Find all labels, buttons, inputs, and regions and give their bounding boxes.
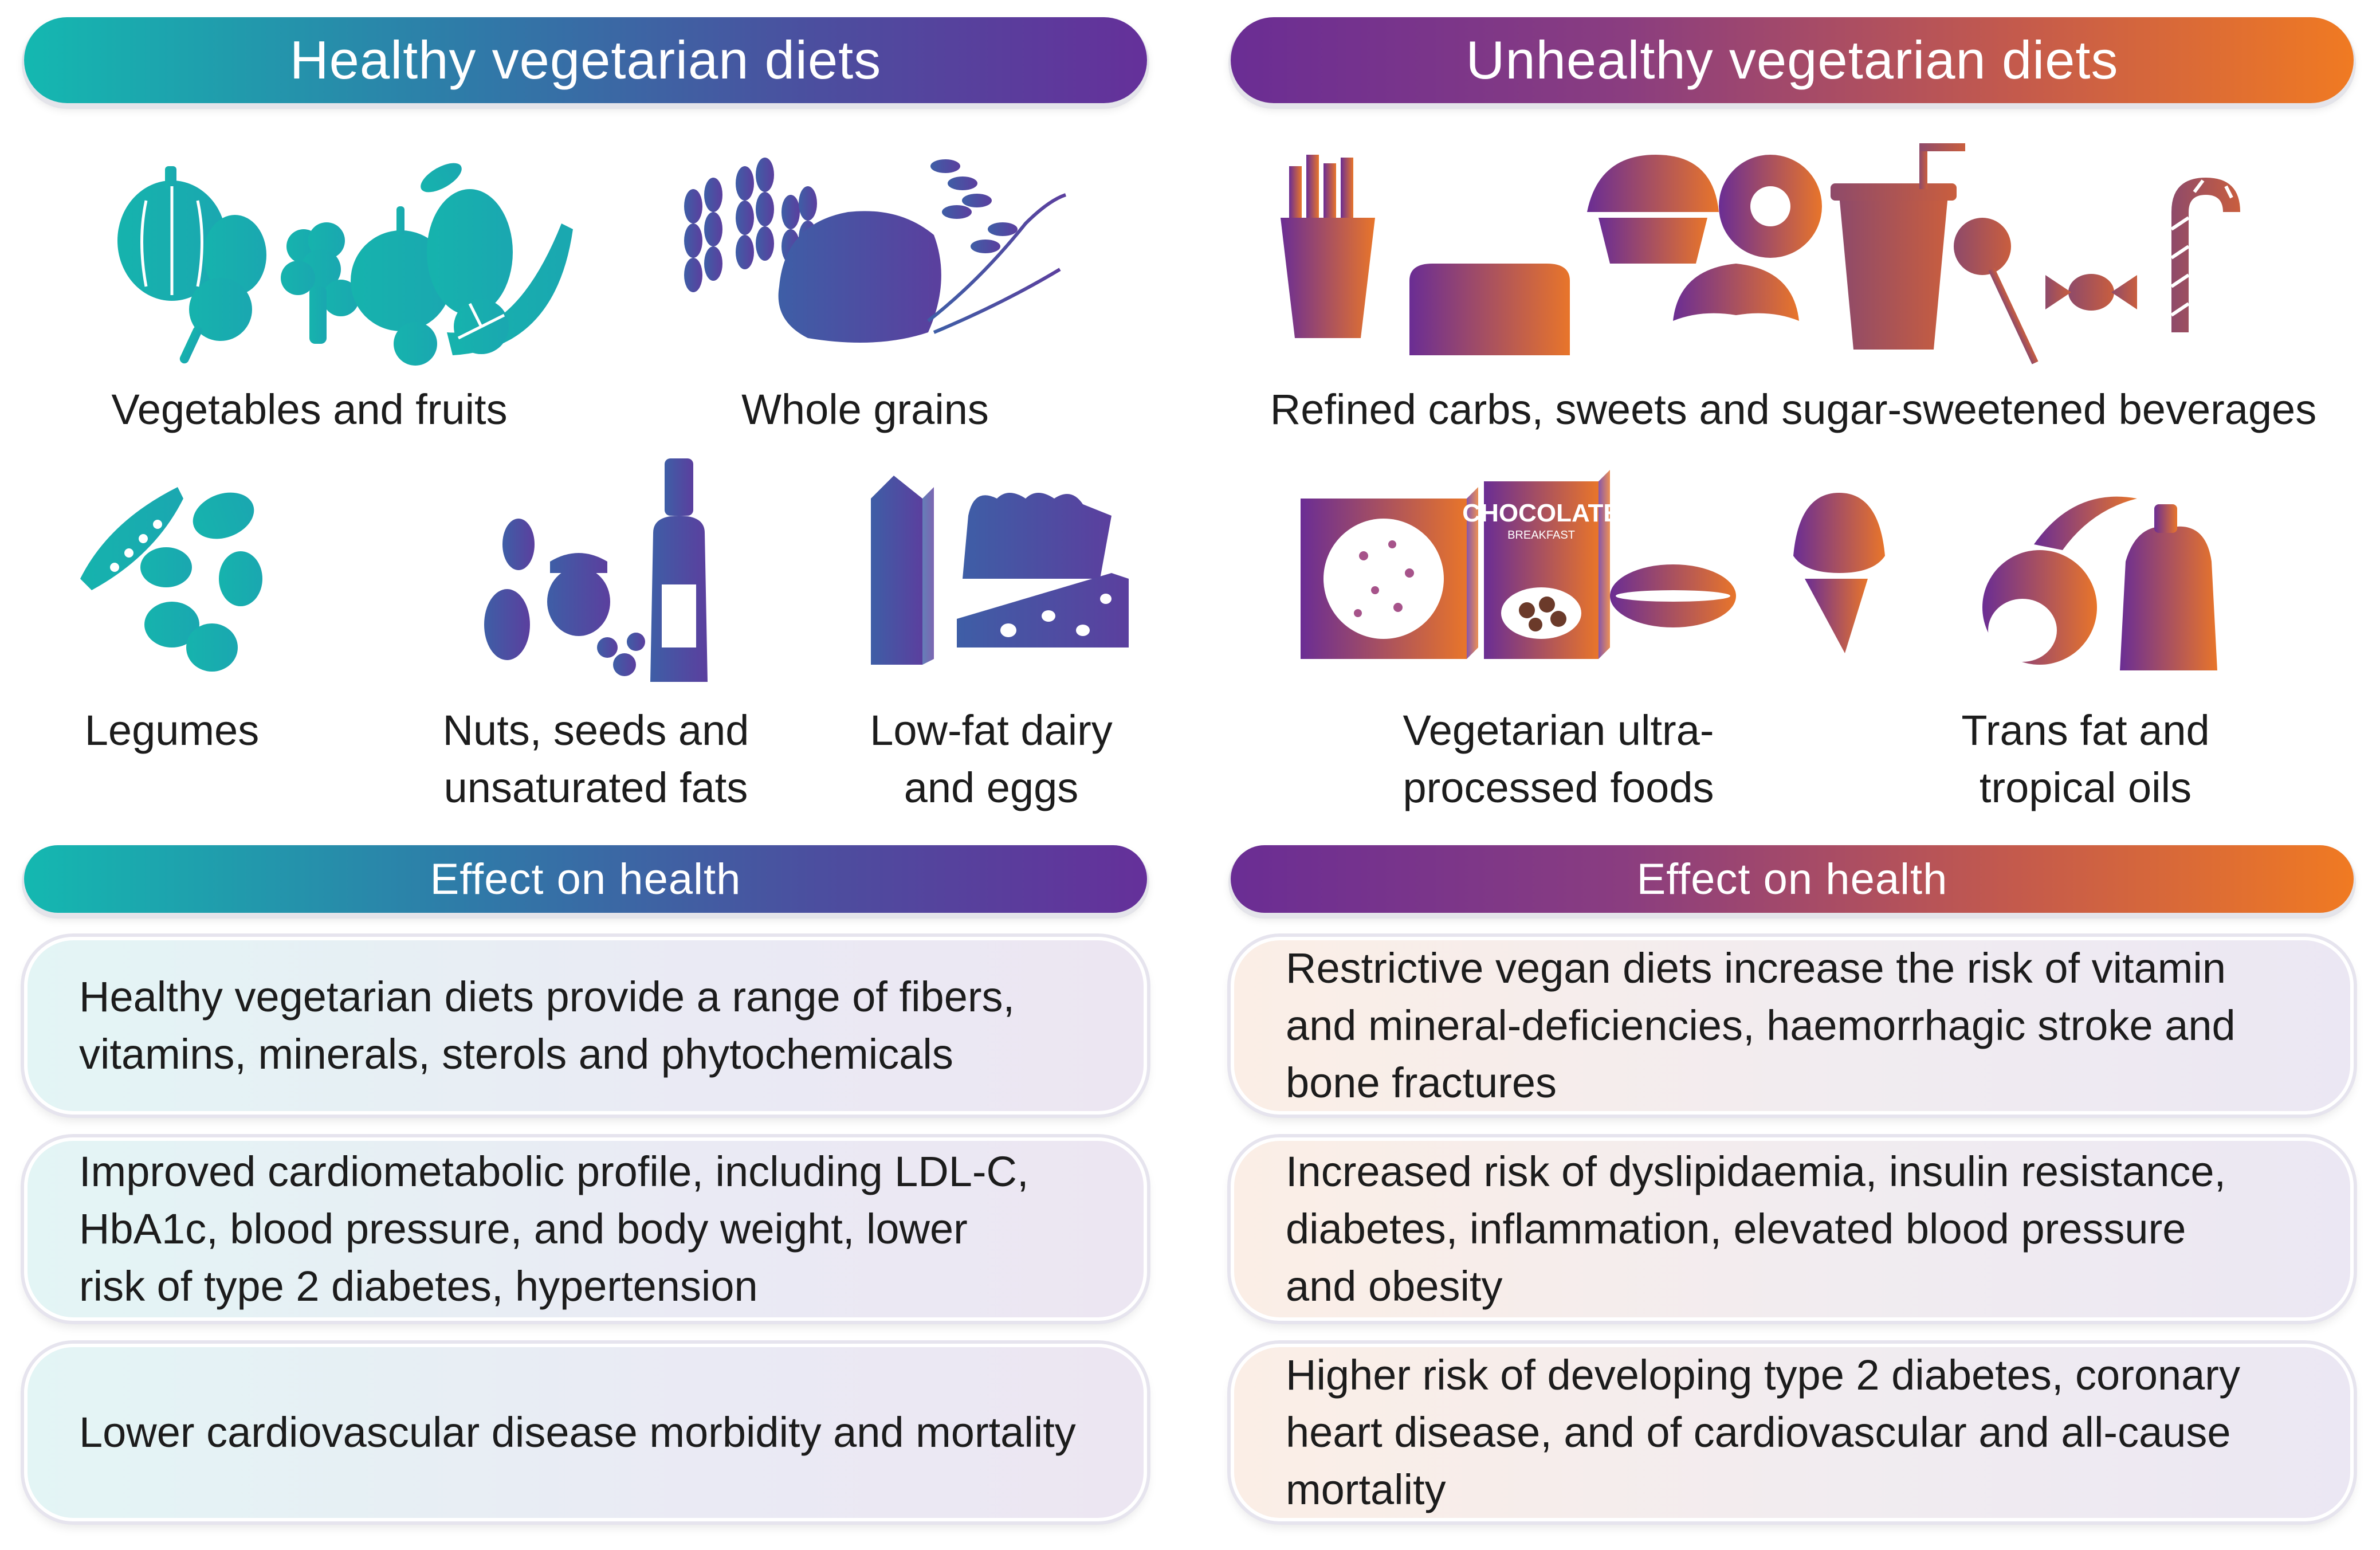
whole-grains-icon — [684, 158, 1066, 350]
trans-fat-label: Trans fat and tropical oils — [1961, 707, 2210, 811]
unhealthy-effect-header: Effect on health — [1231, 845, 2354, 913]
vegetables-fruits-icon — [117, 163, 573, 366]
legumes-icon — [80, 487, 262, 672]
healthy-effect-cardiometabolic: Improved cardiometabolic profile, includ… — [24, 1137, 1147, 1321]
legumes-label: Legumes — [84, 707, 260, 754]
processed-foods-icon: CHOCOLATE BREAKFAST — [1301, 470, 1885, 659]
sweets-beverages-icon — [1281, 143, 2240, 364]
dairy-eggs-label: Low-fat dairy and eggs — [870, 707, 1113, 811]
healthy-effect-cvd: Lower cardiovascular disease morbidity a… — [24, 1344, 1147, 1521]
unhealthy-diets-header: Unhealthy vegetarian diets — [1231, 17, 2354, 103]
refined-carbs-label: Refined carbs, sweets and sugar-sweetene… — [1270, 386, 2317, 433]
unhealthy-effect-mortality: Higher risk of developing type 2 diabete… — [1231, 1344, 2354, 1521]
unhealthy-diets-title: Unhealthy vegetarian diets — [1466, 30, 2119, 90]
dairy-eggs-icon — [871, 476, 1129, 665]
ultra-processed-label: Vegetarian ultra- processed foods — [1403, 707, 1714, 811]
tropical-oils-icon — [1982, 496, 2217, 670]
unhealthy-effect-deficiencies: Restrictive vegan diets increase the ris… — [1231, 937, 2354, 1115]
unhealthy-effect-dyslipidaemia: Increased risk of dyslipidaemia, insulin… — [1231, 1137, 2354, 1321]
healthy-diets-title: Healthy vegetarian diets — [289, 30, 882, 90]
healthy-diets-header: Healthy vegetarian diets — [24, 17, 1147, 103]
healthy-effect-nutrients: Healthy vegetarian diets provide a range… — [24, 937, 1147, 1115]
cereal-box-subtitle: BREAKFAST — [1507, 529, 1575, 541]
healthy-effect-header: Effect on health — [24, 845, 1147, 913]
nuts-oil-icon — [484, 458, 708, 682]
cereal-box-title: CHOCOLATE — [1462, 499, 1620, 527]
nuts-seeds-fats-label: Nuts, seeds and unsaturated fats — [442, 707, 749, 811]
whole-grains-label: Whole grains — [741, 386, 989, 433]
vegetables-fruits-label: Vegetables and fruits — [111, 386, 508, 433]
